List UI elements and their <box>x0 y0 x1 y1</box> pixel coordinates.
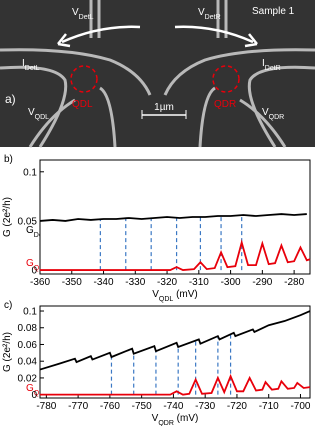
y-tick-label: 0.02 <box>18 373 38 384</box>
x-tick-label: -740 <box>163 401 183 412</box>
gate-label: VQDL <box>28 107 49 121</box>
subscript: DetL <box>79 14 94 21</box>
dot-label: QDR <box>214 99 236 110</box>
x-tick-label: -340 <box>94 277 114 288</box>
y-tick-label: 0.06 <box>18 340 38 351</box>
x-tick-label: -280 <box>284 277 304 288</box>
text-part: I <box>262 58 265 69</box>
gates <box>0 0 315 148</box>
text-part: I <box>22 58 25 69</box>
subscript: QDL <box>159 296 174 303</box>
x-tick-label: -770 <box>68 401 88 412</box>
text-part: V <box>72 7 79 18</box>
subscript: QDR <box>269 114 285 121</box>
subscript: DetR <box>265 65 281 72</box>
text-part: G <box>26 225 34 236</box>
series-line <box>40 239 311 271</box>
gate-label: VDetR <box>198 7 221 21</box>
text-part: V <box>198 7 205 18</box>
subscript: DetR <box>205 14 221 21</box>
x-tick-label: -320 <box>157 277 177 288</box>
text-part: V <box>28 107 35 118</box>
x-tick-label: -350 <box>62 277 82 288</box>
series-line <box>39 310 311 371</box>
series-line <box>40 373 311 396</box>
dot-label: QDL <box>72 99 93 110</box>
x-tick-label: -310 <box>189 277 209 288</box>
micrograph: 1µm a) Sample 1 VDetL VDetR IDetL IDetR … <box>0 0 315 148</box>
subscript: QDL <box>35 114 50 121</box>
x-tick-label: -290 <box>252 277 272 288</box>
text-part: V <box>152 413 159 424</box>
dot-marker <box>212 65 240 93</box>
x-tick-label: -760 <box>100 401 120 412</box>
current-label: IDetL <box>22 58 40 72</box>
y-tick-label: 0.05 <box>18 216 38 227</box>
x-tick-label: -330 <box>125 277 145 288</box>
gate-label: VQDR <box>262 107 284 121</box>
subscript: DetL <box>25 65 40 72</box>
x-tick-label: -730 <box>195 401 215 412</box>
x-tick-label: -720 <box>227 401 247 412</box>
x-axis-label: VQDR (mV) <box>152 413 199 426</box>
y-tick-label: 0.04 <box>18 357 38 368</box>
x-tick-label: -780 <box>36 401 56 412</box>
micrograph-background <box>0 0 315 147</box>
y-tick-label: 0.1 <box>23 307 37 318</box>
y-tick-label: 0 <box>31 390 37 401</box>
gate-label: VDetL <box>72 7 94 21</box>
x-tick-label: -300 <box>221 277 241 288</box>
series-line <box>39 213 307 222</box>
text-part: (mV) <box>174 413 198 424</box>
x-tick-label: -710 <box>259 401 279 412</box>
x-tick-label: -750 <box>132 401 152 412</box>
current-label: IDetR <box>262 58 281 72</box>
y-tick-label: 0.1 <box>23 167 37 178</box>
chart: b) -360 -350 -340 -330 -320 -310 -300 -290 -280 0 0… <box>2 154 311 303</box>
panel-label: a) <box>5 92 16 106</box>
text-part: G <box>26 258 34 269</box>
y-axis-label: G (2e²/h) <box>2 197 13 237</box>
text-part: V <box>262 107 269 118</box>
sample-label: Sample 1 <box>252 6 295 17</box>
x-tick-label: -360 <box>30 277 50 288</box>
plot-frame <box>39 305 311 399</box>
dot-marker <box>70 65 98 93</box>
chart: c) -780 -770 -760 -750 -740 -730 -720 -710 -700 0 0… <box>2 300 311 426</box>
y-axis-label: G (2e²/h) <box>2 332 13 372</box>
subscript: QDR <box>158 420 174 426</box>
x-tick-label: -700 <box>290 401 310 412</box>
panel-label: b) <box>4 154 13 165</box>
y-tick-label: 0 <box>31 266 37 277</box>
text-part: (mV) <box>173 289 197 300</box>
current-arrows <box>57 25 258 48</box>
y-tick-label: 0.08 <box>18 323 38 334</box>
text-part: V <box>152 289 159 300</box>
text-part: G <box>26 383 34 394</box>
panel-label: c) <box>4 300 12 311</box>
x-axis-label: VQDL (mV) <box>152 289 198 303</box>
scale-label: 1µm <box>154 102 174 113</box>
